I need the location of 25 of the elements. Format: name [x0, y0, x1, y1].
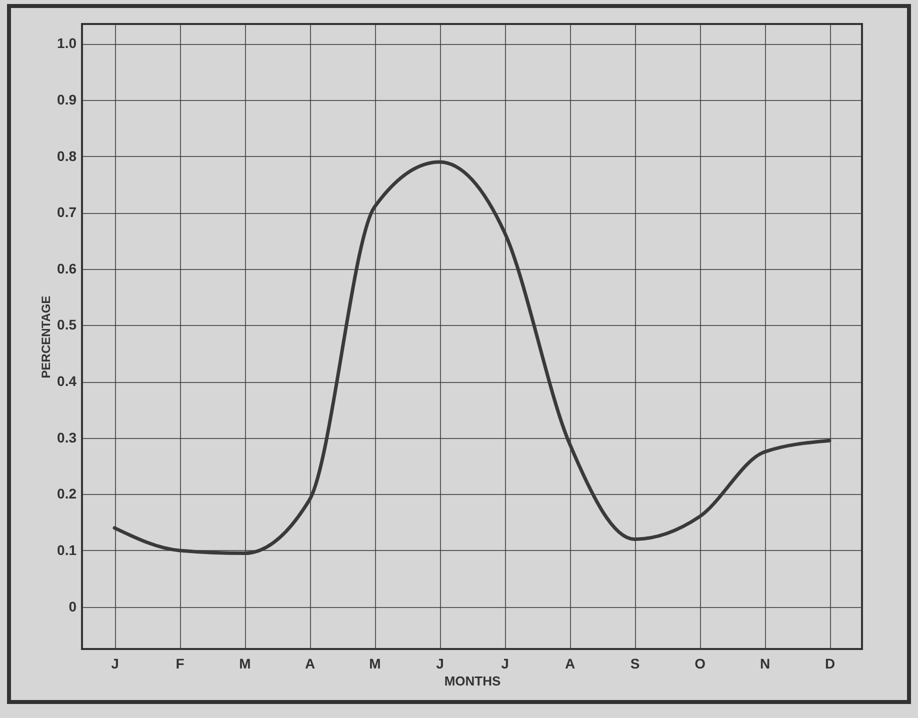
x-tick-label: M — [239, 656, 251, 672]
y-tick-label: 0.4 — [57, 373, 77, 390]
y-tick-label: 0.8 — [57, 148, 77, 164]
y-tick-label: 0.3 — [57, 429, 77, 446]
y-tick-label: 1.0 — [57, 35, 77, 52]
x-tick-label: O — [694, 656, 706, 672]
x-tick-label: F — [176, 656, 185, 672]
y-tick-label: 0.9 — [57, 92, 77, 108]
x-tick-label: J — [436, 656, 444, 672]
x-tick-label: A — [304, 656, 316, 672]
x-tick-label: J — [111, 656, 119, 672]
x-tick-label: J — [501, 656, 509, 672]
y-tick-label: 0.2 — [57, 486, 77, 502]
x-tick-label: M — [369, 656, 381, 672]
y-axis-title: PERCENTAGE — [39, 296, 54, 378]
y-tick-label: 0 — [68, 598, 77, 614]
y-tick-label: 0.7 — [57, 204, 77, 220]
x-tick-label: D — [824, 656, 836, 672]
y-tick-label: 0.5 — [57, 316, 77, 333]
x-tick-label: A — [564, 656, 576, 672]
x-axis-title: MONTHS — [444, 674, 501, 688]
x-tick-label: S — [630, 656, 640, 672]
y-tick-label: 0.1 — [57, 542, 77, 558]
y-tick-label: 0.6 — [57, 260, 77, 276]
x-tick-label: N — [760, 656, 770, 672]
